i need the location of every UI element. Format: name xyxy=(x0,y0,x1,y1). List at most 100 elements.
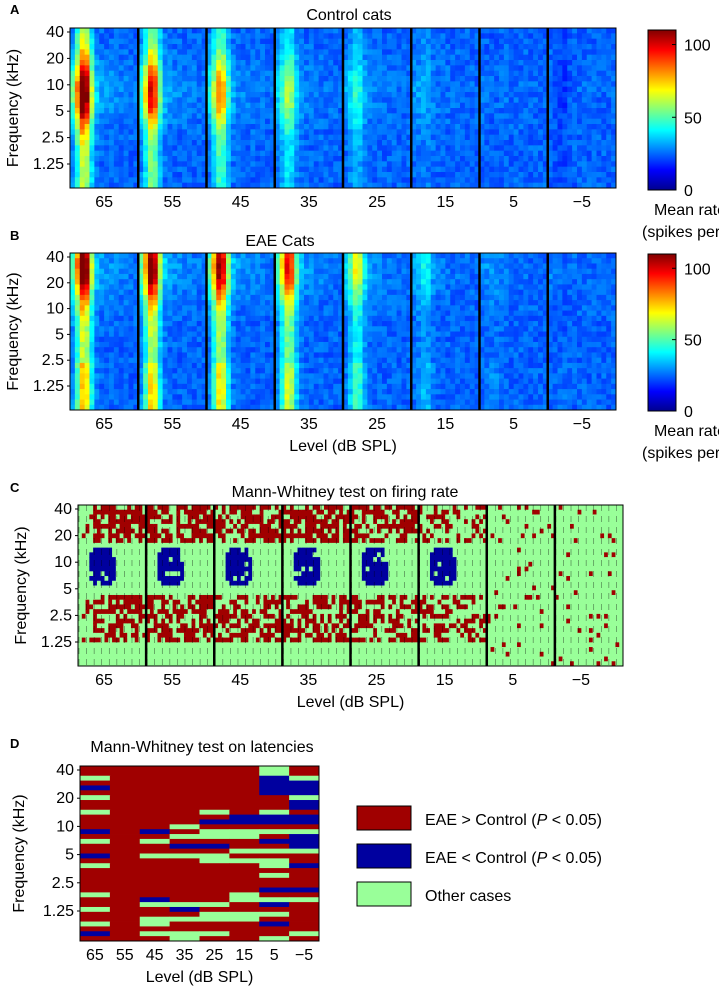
heat-cell xyxy=(94,177,99,183)
heat-cell xyxy=(241,135,246,141)
heat-cell xyxy=(85,274,90,280)
heat-cell xyxy=(377,113,382,119)
heat-cell xyxy=(265,87,270,93)
heat-cell xyxy=(402,167,407,173)
heat-cell xyxy=(455,39,460,45)
heat-cell xyxy=(319,28,324,34)
heat-cell xyxy=(85,305,90,311)
heat-cell xyxy=(221,167,226,173)
heat-cell xyxy=(70,274,75,280)
heat-cell xyxy=(324,167,329,173)
heat-cell xyxy=(289,55,294,61)
heat-cell xyxy=(289,400,294,406)
heat-cell xyxy=(328,49,333,55)
heat-cell xyxy=(426,33,431,39)
heat-cell xyxy=(285,97,290,103)
heat-cell xyxy=(348,103,353,109)
heat-cell xyxy=(143,400,148,406)
heat-cell xyxy=(124,253,129,259)
heat-cell xyxy=(265,363,270,369)
heat-cell xyxy=(153,145,158,151)
heat-cell xyxy=(231,65,236,71)
heat-cell xyxy=(197,167,202,173)
heat-cell xyxy=(280,172,285,178)
heat-cell xyxy=(236,394,241,400)
heat-cell xyxy=(528,119,533,125)
heat-cell xyxy=(168,305,173,311)
heat-cell xyxy=(182,145,187,151)
heat-cell xyxy=(460,103,465,109)
heat-cell xyxy=(177,274,182,280)
heat-cell xyxy=(353,161,358,167)
heat-cell xyxy=(328,87,333,93)
heat-cell xyxy=(489,28,494,34)
heat-cell xyxy=(363,76,368,82)
heat-cell xyxy=(372,33,377,39)
heat-cell xyxy=(416,97,421,103)
heat-cell xyxy=(285,300,290,306)
heat-cell xyxy=(168,253,173,259)
heat-cell xyxy=(94,156,99,162)
heat-cell xyxy=(304,55,309,61)
heat-cell xyxy=(241,373,246,379)
heat-cell xyxy=(285,400,290,406)
heat-cell xyxy=(499,60,504,66)
heat-cell xyxy=(426,140,431,146)
heat-cell xyxy=(216,373,221,379)
heat-cell xyxy=(319,81,324,87)
heat-cell xyxy=(163,337,168,343)
heat-cell xyxy=(70,321,75,327)
heat-cell xyxy=(402,156,407,162)
heat-cell xyxy=(168,347,173,353)
heat-cell xyxy=(285,394,290,400)
heat-cell xyxy=(129,39,134,45)
heat-cell xyxy=(99,373,104,379)
heat-cell xyxy=(538,87,543,93)
heat-cell xyxy=(255,368,260,374)
heat-cell xyxy=(80,172,85,178)
heat-cell xyxy=(197,33,202,39)
heat-cell xyxy=(182,258,187,264)
heat-cell xyxy=(177,358,182,364)
heat-cell xyxy=(182,151,187,157)
heat-cell xyxy=(236,258,241,264)
heat-cell xyxy=(363,65,368,71)
heat-cell xyxy=(216,263,221,269)
heat-cell xyxy=(246,76,251,82)
heat-cell xyxy=(104,274,109,280)
heat-cell xyxy=(597,60,602,66)
heat-cell xyxy=(197,44,202,50)
heat-cell xyxy=(597,145,602,151)
heat-cell xyxy=(367,172,372,178)
heat-cell xyxy=(197,384,202,390)
heat-cell xyxy=(124,284,129,290)
heat-cell xyxy=(231,44,236,50)
heat-cell xyxy=(280,119,285,125)
heat-cell xyxy=(304,108,309,114)
heat-cell xyxy=(187,290,192,296)
heat-cell xyxy=(372,103,377,109)
heat-cell xyxy=(319,394,324,400)
heat-cell xyxy=(494,145,499,151)
heat-cell xyxy=(168,394,173,400)
heat-cell xyxy=(148,311,153,317)
heat-cell xyxy=(241,140,246,146)
heat-cell xyxy=(377,65,382,71)
heat-cell xyxy=(289,384,294,390)
heat-cell xyxy=(177,129,182,135)
heat-cell xyxy=(309,305,314,311)
heat-cell xyxy=(528,71,533,77)
heat-cell xyxy=(533,119,538,125)
heat-cell xyxy=(260,253,265,259)
x-tick-label: 45 xyxy=(232,194,250,211)
heat-cell xyxy=(177,300,182,306)
heat-cell xyxy=(119,55,124,61)
heat-cell xyxy=(587,44,592,50)
heat-cell xyxy=(85,363,90,369)
heat-cell xyxy=(109,394,114,400)
heat-cell xyxy=(582,65,587,71)
heat-cell xyxy=(455,55,460,61)
heat-cell xyxy=(99,28,104,34)
heat-cell xyxy=(85,145,90,151)
heat-cell xyxy=(158,156,163,162)
